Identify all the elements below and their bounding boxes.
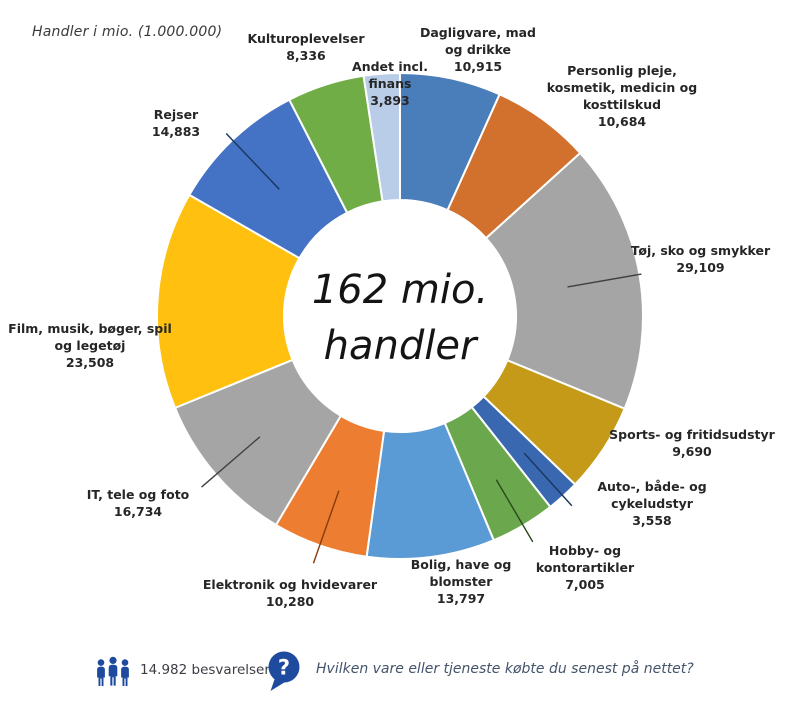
slice-value: 16,734 xyxy=(113,504,163,519)
leader-line-elektronik xyxy=(312,490,340,564)
respondents-count: 14.982 besvarelser xyxy=(140,662,270,678)
slice-label-it-tele-foto: IT, tele og foto 16,734 xyxy=(58,486,218,520)
slice-value: 8,336 xyxy=(286,48,326,63)
slice-label-auto-baade-cykel: Auto-, både- og cykeludstyr 3,558 xyxy=(577,478,727,529)
slice-name: Film, musik, bøger, spil og legetøj xyxy=(8,321,172,353)
slice-label-hobby-kontor: Hobby- og kontorartikler 7,005 xyxy=(510,542,660,593)
slice-label-bolig-have: Bolig, have og blomster 13,797 xyxy=(386,556,536,607)
center-total: 162 mio. xyxy=(311,267,489,313)
leader-line-auto-baade-cykel xyxy=(523,452,573,507)
slice-name: Andet incl. finans xyxy=(352,59,428,91)
slice-value: 3,558 xyxy=(632,513,672,528)
donut-chart xyxy=(156,71,644,564)
slice-label-andet-finans: Andet incl. finans 3,893 xyxy=(335,58,445,109)
slice-value: 29,109 xyxy=(676,260,725,275)
slice-name: Kulturoplevelser xyxy=(247,31,365,46)
leader-line-hobby-kontor xyxy=(495,479,534,543)
slice-label-rejser: Rejser 14,883 xyxy=(126,106,226,140)
slice-name: Sports- og fritidsudstyr xyxy=(609,427,775,442)
slice-label-sports-fritid: Sports- og fritidsudstyr 9,690 xyxy=(587,426,797,460)
slice-value: 10,684 xyxy=(597,114,647,129)
slice-name: Tøj, sko og smykker xyxy=(630,243,771,258)
donut-segment-andet-finans xyxy=(362,71,401,203)
people-icon xyxy=(97,656,129,686)
question-bubble-icon: ? xyxy=(268,651,300,691)
leader-line-rejser xyxy=(225,133,280,190)
survey-question: Hvilken vare eller tjeneste købte du sen… xyxy=(316,661,694,677)
center-unit: handler xyxy=(323,323,477,369)
slice-label-film-musik: Film, musik, bøger, spil og legetøj 23,5… xyxy=(0,320,180,371)
slice-name: Dagligvare, mad og drikke xyxy=(419,25,536,57)
footer: 14.982 besvarelser ? Hvilken vare eller … xyxy=(0,644,797,704)
slice-value: 10,280 xyxy=(265,594,315,609)
slice-value: 13,797 xyxy=(436,591,486,606)
slice-label-kulturoplevelser: Kulturoplevelser 8,336 xyxy=(226,30,386,64)
slice-name: Elektronik og hvidevarer xyxy=(202,577,378,592)
slice-value: 14,883 xyxy=(151,124,201,139)
slice-name: IT, tele og foto xyxy=(86,487,190,502)
slice-name: Bolig, have og blomster xyxy=(410,557,512,589)
slice-value: 3,893 xyxy=(370,93,410,108)
chart-title: Handler i mio. (1.000.000) xyxy=(32,24,223,40)
slice-label-toj-sko-smykker: Tøj, sko og smykker 29,109 xyxy=(608,242,793,276)
slice-label-dagligvare: Dagligvare, mad og drikke 10,915 xyxy=(398,24,558,75)
slice-value: 23,508 xyxy=(65,355,115,370)
slice-value: 9,690 xyxy=(672,444,712,459)
donut-segment-toj-sko-smykker xyxy=(484,151,644,410)
slice-value: 7,005 xyxy=(565,577,605,592)
donut-center-label: 162 mio. handler xyxy=(278,262,522,374)
slice-name: Hobby- og kontorartikler xyxy=(535,543,635,575)
slice-label-elektronik: Elektronik og hvidevarer 10,280 xyxy=(175,576,405,610)
slice-name: Rejser xyxy=(153,107,199,122)
slice-name: Personlig pleje, kosmetik, medicin og ko… xyxy=(546,63,698,112)
question-mark-glyph: ? xyxy=(278,656,290,680)
leader-line-it-tele-foto xyxy=(201,436,261,488)
slice-label-personlig-pleje: Personlig pleje, kosmetik, medicin og ko… xyxy=(512,62,732,130)
slice-name: Auto-, både- og cykeludstyr xyxy=(597,479,707,511)
slice-value: 10,915 xyxy=(453,59,503,74)
leader-line-toj-sko-smykker xyxy=(567,273,642,288)
donut-segment-film-musik xyxy=(156,193,301,410)
